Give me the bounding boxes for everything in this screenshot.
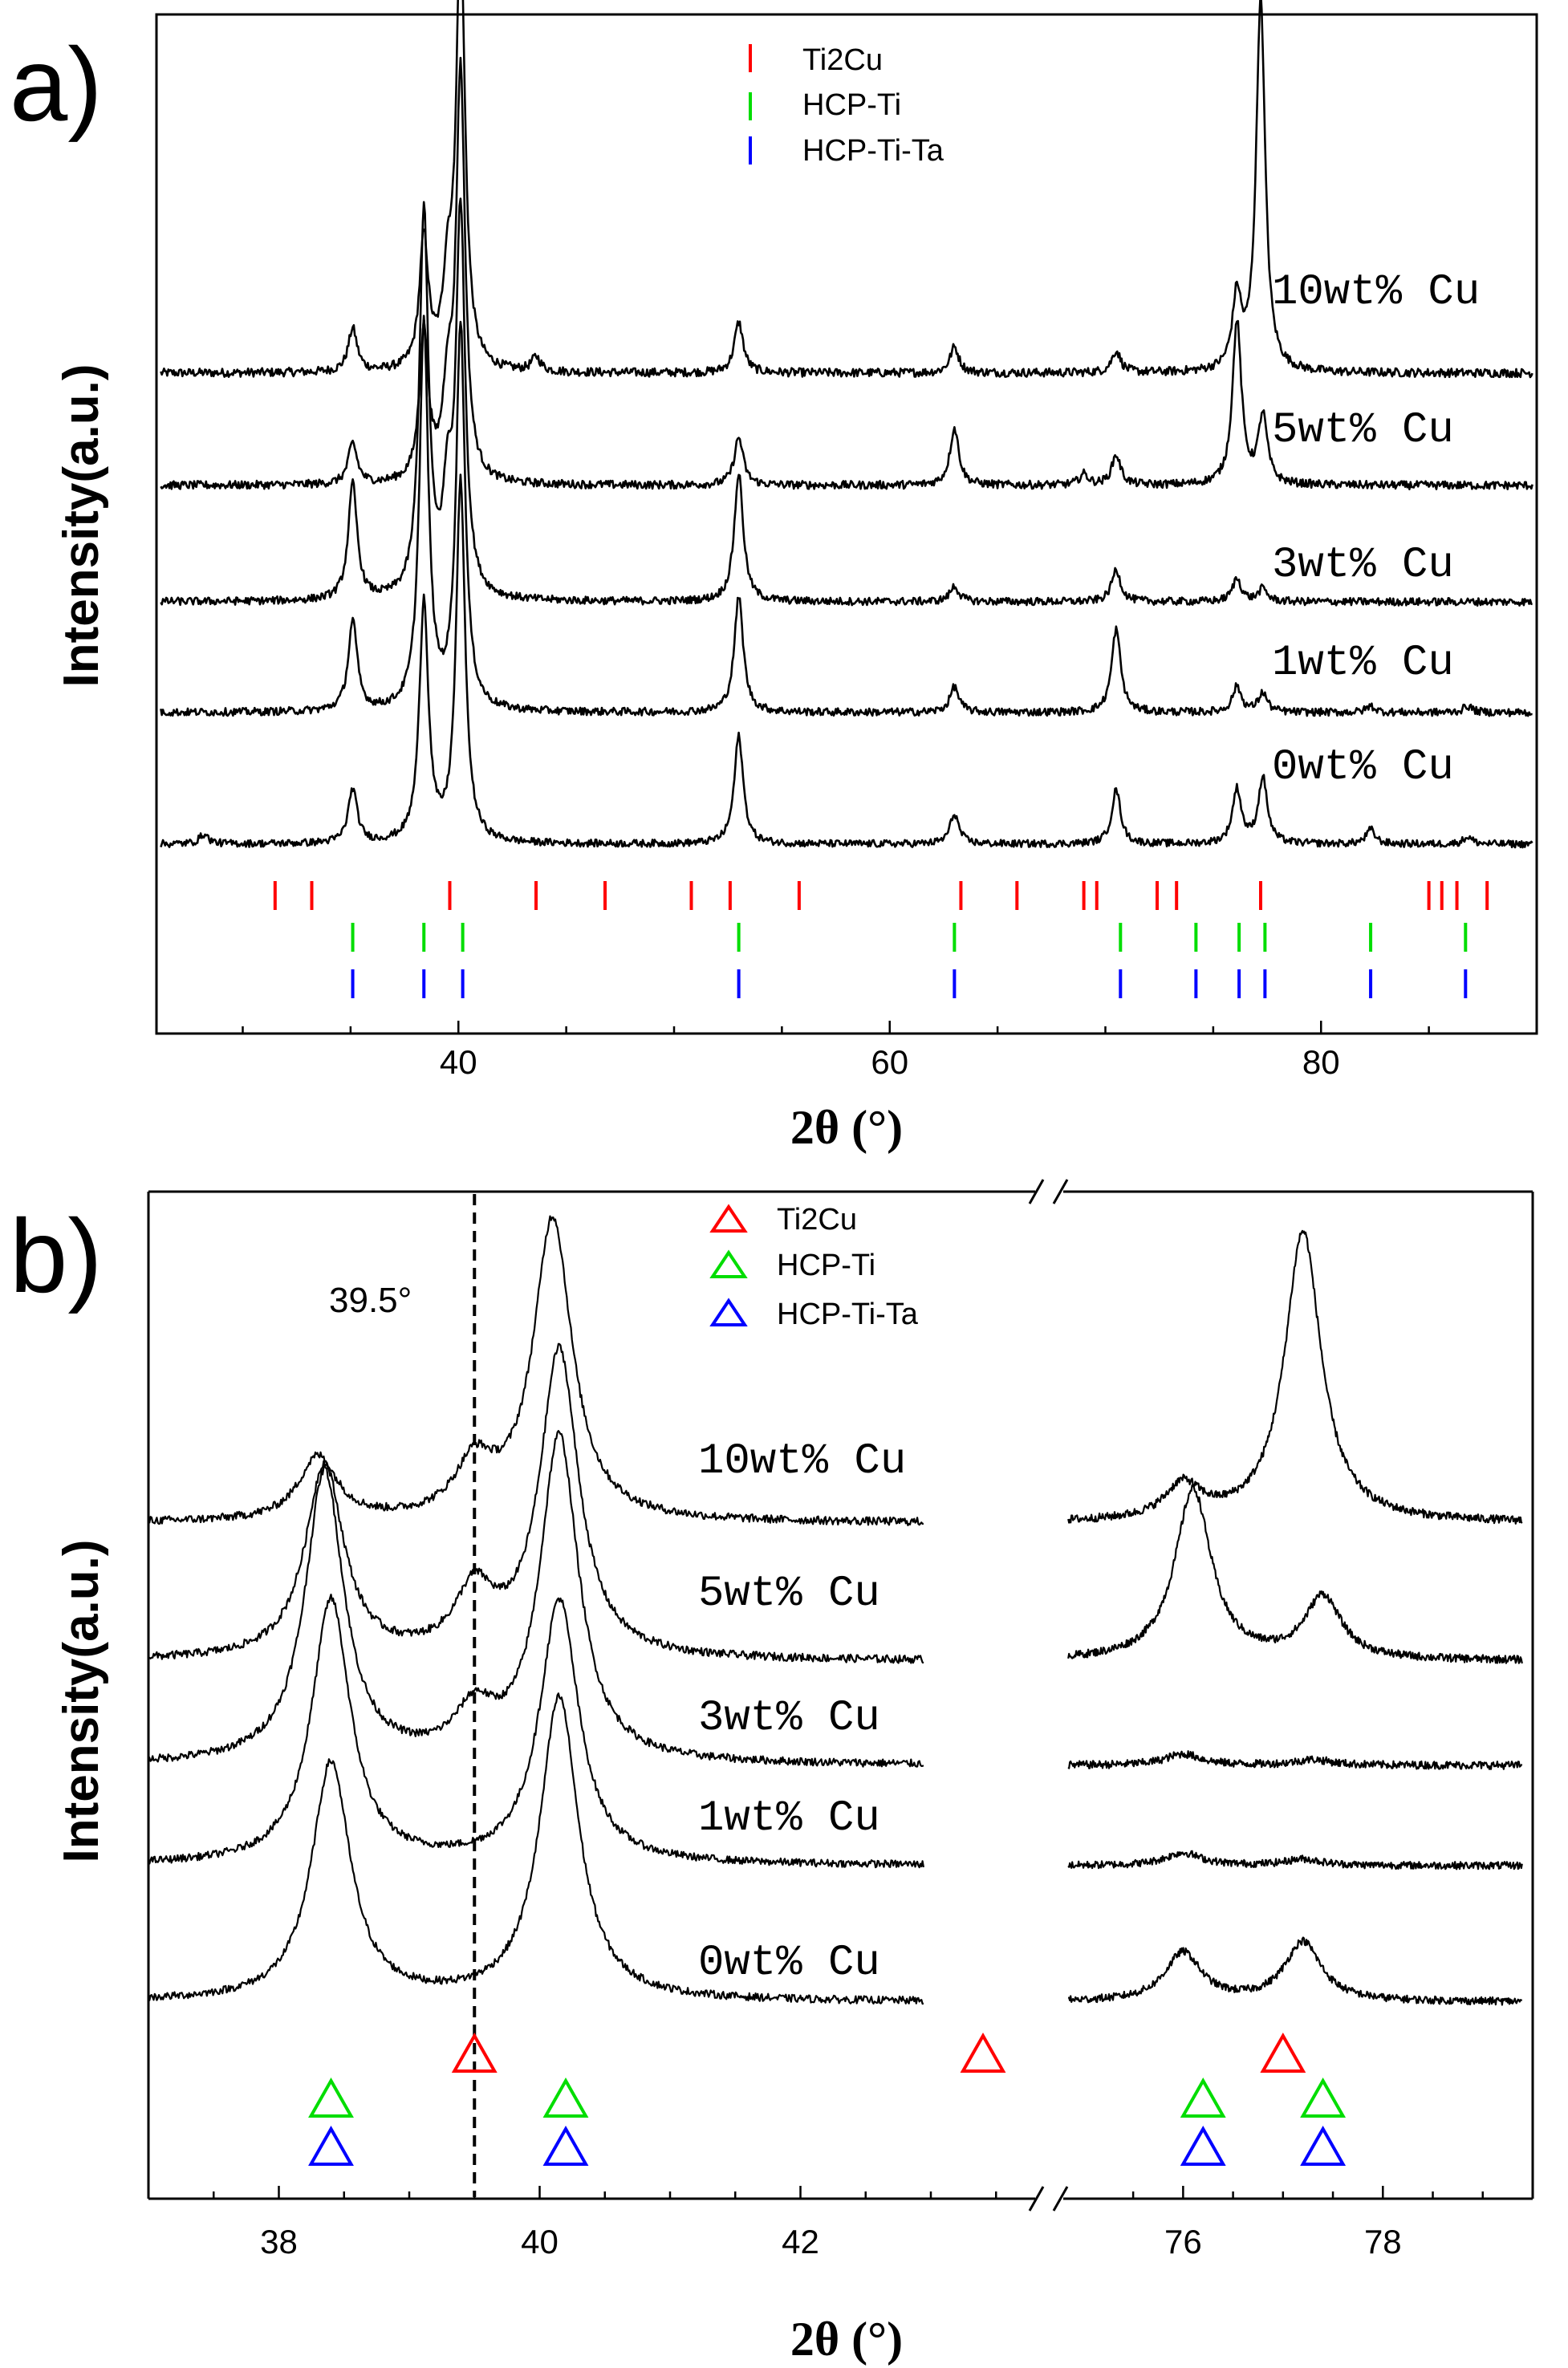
panel-b-39-5-annotation: 39.5° [329, 1281, 412, 1320]
legend-label-ti2cu: Ti2Cu [777, 1203, 857, 1237]
panel-b-x-axis-label: 2θ (°) [790, 2313, 903, 2366]
ref-triangle-ti2cu [1260, 2032, 1306, 2073]
x-tick-label-80: 80 [1302, 1043, 1340, 1081]
ref-triangle-hcp-ti [1180, 2077, 1226, 2118]
series-label-10wt-cu: 10wt% Cu [1272, 268, 1480, 317]
trace-left-5wt-cu [148, 1342, 924, 1664]
legend-label-ti2cu: Ti2Cu [802, 43, 883, 77]
panel-b-legend: Ti2Cu HCP-Ti HCP-Ti-Ta [709, 1203, 919, 1331]
series-label-3wt-cu: 3wt% Cu [698, 1694, 880, 1743]
ref-triangle-hcp-ti-ta [542, 2125, 589, 2166]
x-tick-label-40: 40 [440, 1043, 477, 1081]
trace-left-10wt-cu [148, 1215, 924, 1526]
series-label-1wt-cu: 1wt% Cu [698, 1794, 880, 1843]
legend-label-hcp-ti-ta: HCP-Ti-Ta [802, 134, 944, 168]
trace-10wt-cu [160, 0, 1533, 379]
trace-3wt-cu [160, 197, 1533, 607]
panel-a-x-tick-labels: 40 60 80 [440, 1043, 1340, 1081]
series-label-0wt-cu: 0wt% Cu [1272, 743, 1454, 792]
panel-a-label: a) [10, 26, 103, 143]
ref-triangle-hcp-ti [1300, 2077, 1347, 2118]
trace-1wt-cu [160, 315, 1533, 717]
panel-b-x-tick-labels: 38 40 42 76 78 [260, 2223, 1402, 2260]
ref-triangle-hcp-ti [542, 2077, 589, 2118]
ref-triangle-ti2cu [960, 2032, 1006, 2073]
series-label-5wt-cu: 5wt% Cu [1272, 406, 1454, 455]
x-tick-label-40: 40 [521, 2223, 559, 2260]
trace-5wt-cu [160, 56, 1533, 490]
ref-triangle-hcp-ti-ta [308, 2125, 354, 2166]
panel-b-frame [147, 1179, 1534, 2212]
panel-a-x-axis-label: 2θ (°) [790, 1101, 903, 1154]
panel-b-reference-markers [308, 2032, 1347, 2166]
x-tick-label-78: 78 [1364, 2223, 1402, 2260]
panel-b-series-labels: 10wt% Cu 5wt% Cu 3wt% Cu 1wt% Cu 0wt% Cu [698, 1437, 906, 1988]
trace-right-3wt-cu [1067, 1750, 1523, 1770]
panel-b-y-axis-label: Intensity(a.u.) [54, 1539, 109, 1862]
panel-b-x-ticks [213, 2186, 1485, 2199]
trace-right-1wt-cu [1067, 1850, 1523, 1870]
trace-0wt-cu [160, 473, 1533, 849]
legend-label-hcp-ti: HCP-Ti [777, 1249, 875, 1282]
x-tick-label-38: 38 [260, 2223, 298, 2260]
trace-right-10wt-cu [1067, 1229, 1523, 1525]
series-label-5wt-cu: 5wt% Cu [698, 1570, 880, 1619]
panel-b-label: b) [10, 1197, 103, 1314]
trace-left-3wt-cu [148, 1430, 924, 1768]
series-label-1wt-cu: 1wt% Cu [1272, 639, 1454, 688]
x-tick-label-60: 60 [871, 1043, 908, 1081]
panel-a-x-ticks [242, 1021, 1538, 1034]
panel-a-y-axis-label: Intensity(a.u.) [54, 364, 109, 687]
legend-triangle-hcp-ti-ta [709, 1298, 748, 1326]
x-tick-label-42: 42 [782, 2223, 819, 2260]
legend-triangle-hcp-ti [709, 1249, 748, 1278]
legend-triangle-ti2cu [709, 1204, 748, 1233]
series-label-10wt-cu: 10wt% Cu [698, 1437, 906, 1486]
trace-left-0wt-cu [147, 1692, 924, 2005]
series-label-3wt-cu: 3wt% Cu [1272, 541, 1454, 590]
panel-a-traces [160, 0, 1533, 849]
trace-right-5wt-cu [1067, 1484, 1523, 1664]
legend-label-hcp-ti: HCP-Ti [802, 88, 901, 122]
series-label-0wt-cu: 0wt% Cu [698, 1939, 880, 1988]
ref-triangle-hcp-ti-ta [1300, 2125, 1347, 2166]
trace-left-1wt-cu [148, 1594, 924, 1869]
ref-triangle-hcp-ti-ta [1180, 2125, 1226, 2166]
panel-a-legend: Ti2Cu HCP-Ti HCP-Ti-Ta [749, 43, 944, 168]
panel-a-reference-markers [273, 881, 1489, 998]
panel-b-traces [147, 1215, 1523, 2006]
ref-triangle-ti2cu [451, 2032, 498, 2073]
panel-a-series-labels: 10wt% Cu 5wt% Cu 3wt% Cu 1wt% Cu 0wt% Cu [1272, 268, 1480, 792]
trace-right-0wt-cu [1067, 1936, 1523, 2006]
legend-label-hcp-ti-ta: HCP-Ti-Ta [777, 1298, 919, 1331]
x-tick-label-76: 76 [1164, 2223, 1202, 2260]
panel-a-frame [155, 13, 1538, 1035]
ref-triangle-hcp-ti [308, 2077, 354, 2118]
